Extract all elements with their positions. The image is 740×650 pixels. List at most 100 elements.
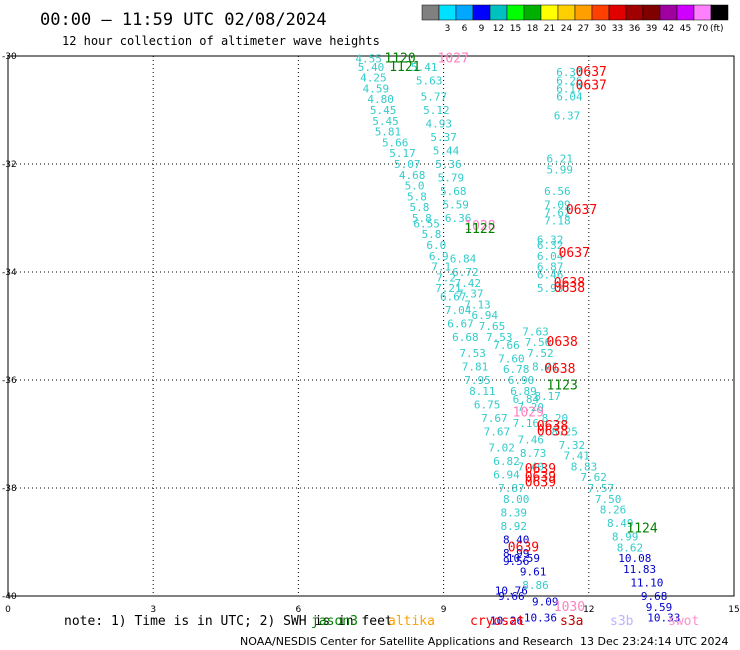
- legend-tick-label: 27: [578, 24, 589, 34]
- legend-tick-label: 42: [663, 24, 674, 34]
- wave-height-label: 6.17: [556, 82, 583, 95]
- wave-height-label: 5.8: [412, 212, 432, 225]
- wave-height-label: 8.62: [617, 541, 644, 554]
- satellite-jason3: jason3: [311, 614, 358, 629]
- pass-time-label: 1030: [554, 600, 585, 615]
- wave-height-label: 6.21: [547, 153, 574, 166]
- legend-tick-label: 39: [646, 24, 658, 34]
- wave-height-label: 5.45: [372, 115, 399, 128]
- wave-height-label: 7.18: [544, 215, 571, 228]
- legend-tick-label: 36: [629, 24, 641, 34]
- wave-height-label: 9.56: [503, 555, 530, 568]
- wave-height-label: 6.37: [554, 109, 581, 122]
- legend-swatch: [642, 4, 661, 21]
- pass-time-label: 1121: [389, 60, 420, 75]
- wave-height-label: 8.17: [534, 390, 561, 403]
- wave-height-label: 5.79: [438, 172, 465, 185]
- wave-height-label: 6.84: [513, 393, 540, 406]
- legend-tick-label: 6: [462, 24, 468, 34]
- wave-height-label: 8.39: [501, 506, 528, 519]
- wave-height-label: 6.90: [508, 374, 535, 387]
- legend-swatch: [625, 4, 644, 21]
- wave-height-label: 6.0: [426, 239, 446, 252]
- wave-height-label: 4.55: [355, 53, 382, 66]
- pass-time-label: 0637: [576, 79, 607, 94]
- satellite-s3a: s3a: [560, 614, 583, 629]
- pass-time-label: 1123: [547, 378, 578, 393]
- wave-height-label: 8.73: [520, 447, 547, 460]
- pass-time-label: 0639: [525, 470, 556, 485]
- wave-height-label: 6.56: [544, 185, 571, 198]
- wave-height-label: 8.99: [612, 531, 639, 544]
- legend-swatch: [557, 4, 576, 21]
- x-tick-label: 9: [441, 605, 447, 615]
- pass-time-label: 0639: [525, 476, 556, 491]
- x-tick-label: 3: [150, 605, 156, 615]
- plot-frame: [7, 55, 735, 597]
- wave-height-label: 6.94: [493, 469, 520, 482]
- pass-time-label: 0638: [544, 362, 575, 377]
- wave-height-label: 9.68: [641, 590, 668, 603]
- chart-title: 00:00 – 11:59 UTC 02/08/2024: [40, 10, 327, 30]
- wave-height-label: 7.21: [435, 282, 462, 295]
- wave-height-label: 8.99: [503, 547, 530, 560]
- wave-height-label: 6.94: [471, 309, 498, 322]
- wave-height-label: 7.62: [580, 471, 607, 484]
- pass-time-label: 0638: [554, 281, 585, 296]
- wave-height-label: 7.56: [525, 336, 552, 349]
- wave-height-label: 5.8: [407, 190, 427, 203]
- legend-swatch: [438, 4, 457, 21]
- legend-tick-label: 70: [697, 24, 709, 34]
- wave-height-label: 6.67: [447, 317, 474, 330]
- pass-time-label: 0638: [537, 419, 568, 434]
- wave-height-label: 7.53: [459, 347, 486, 360]
- wave-height-label: 7.57: [588, 482, 615, 495]
- wave-height-label: 6.46: [537, 269, 564, 282]
- wave-height-label: 5.66: [382, 136, 409, 149]
- wave-height-label: 7.87: [498, 482, 525, 495]
- wave-height-label: 9.66: [498, 590, 525, 603]
- wave-height-label: 4.80: [367, 93, 394, 106]
- wave-height-label: 7.2: [436, 271, 456, 284]
- legend-tick-label: 24: [561, 24, 573, 34]
- wave-height-label: 7.65: [479, 320, 506, 333]
- color-legend: 3 6 9 12 15 18 21 24 27 30 33 36 39 42 45 70 (ft): [421, 4, 729, 34]
- wave-height-label: 5.17: [389, 147, 416, 160]
- wave-height-label: 5.40: [358, 61, 385, 74]
- wave-height-label: 9.59: [646, 601, 673, 614]
- wave-height-label: 5.45: [370, 104, 397, 117]
- footer-note: note: 1) Time is in UTC; 2) SWH is in fe…: [64, 614, 393, 629]
- wave-height-label: 5.07: [394, 158, 421, 171]
- pass-time-label: 1028: [464, 219, 495, 234]
- y-tick-label: -38: [2, 484, 17, 494]
- legend-swatch: [523, 4, 542, 21]
- wave-height-label: 7.1: [431, 261, 451, 274]
- legend-swatch: [455, 4, 474, 21]
- satellite-cryosat: cryosat: [470, 614, 525, 629]
- pass-time-label: 1029: [513, 405, 544, 420]
- wave-height-label: 7.40: [517, 460, 544, 473]
- wave-height-label: 6.9: [429, 250, 449, 263]
- pass-time-label: 0638: [547, 335, 578, 350]
- y-tick-label: -34: [2, 268, 17, 278]
- x-tick-label: 6: [296, 605, 302, 615]
- wave-height-label: 6.87: [537, 261, 564, 274]
- pass-time-label: 1027: [438, 52, 469, 67]
- wave-height-label: 7.32: [559, 439, 586, 452]
- legend-swatch: [574, 4, 593, 21]
- wave-height-label: 6.82: [493, 455, 520, 468]
- legend-tick-label: 33: [612, 24, 623, 34]
- pass-time-label: 0637: [559, 246, 590, 261]
- wave-height-label: 5.12: [423, 104, 450, 117]
- axis-ticks: 0 3 6 9 12 15 -30 -32 -34 -36 -38 -40: [2, 52, 740, 615]
- wave-height-label: 7.02: [488, 442, 515, 455]
- wave-height-label: 7.42: [455, 277, 482, 290]
- wave-height-label: 9.09: [532, 595, 559, 608]
- wave-height-label: 5.81: [375, 126, 402, 139]
- legend-tick-label: 12: [493, 24, 504, 34]
- wave-height-label: 5.59: [442, 199, 469, 212]
- wave-height-label: 6.36: [445, 212, 472, 225]
- legend-swatch: [659, 4, 678, 21]
- wave-height-label: 7.04: [445, 304, 472, 317]
- legend-swatch: [608, 4, 627, 21]
